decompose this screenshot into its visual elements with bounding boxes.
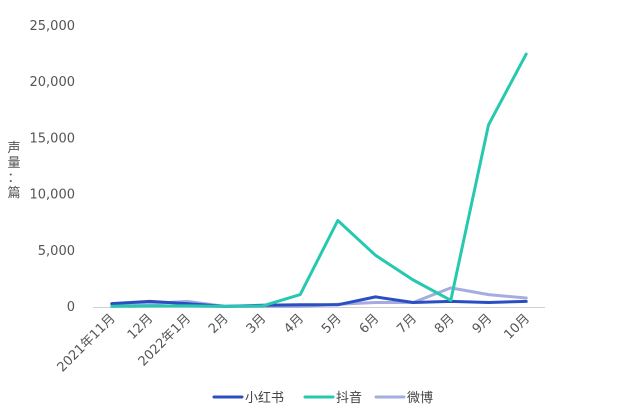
x-tick-label: 2月 [206, 311, 232, 337]
y-tick-label: 5,000 [38, 244, 75, 259]
legend-label: 微博 [407, 391, 433, 406]
x-tick-label: 4月 [281, 311, 307, 337]
legend: 小红书 抖音 微博 [212, 390, 433, 406]
legend-label: 小红书 [245, 390, 284, 406]
series-line-1 [110, 52, 528, 308]
y-axis-ticks: 0 5,000 10,000 15,000 20,000 25,000 [30, 19, 76, 315]
legend-label: 抖音 [336, 390, 362, 406]
x-tick-label: 10月 [501, 311, 532, 342]
y-tick-label: 15,000 [30, 131, 76, 146]
y-tick-label: 10,000 [30, 188, 76, 203]
x-tick-label: 7月 [394, 311, 420, 337]
x-tick-label: 8月 [432, 311, 458, 337]
y-tick-label: 25,000 [30, 19, 76, 34]
x-tick-label: 2021年11月 [55, 311, 119, 375]
y-axis-label: 声量：篇 [7, 141, 20, 201]
y-tick-label: 20,000 [30, 75, 76, 90]
series-lines [110, 52, 528, 308]
x-tick-label: 12月 [125, 311, 156, 342]
x-tick-label: 9月 [470, 311, 496, 337]
y-axis-label-group: 声量：篇 [7, 141, 20, 201]
x-tick-label: 5月 [319, 311, 345, 337]
x-tick-label: 3月 [244, 311, 270, 337]
series-line-0 [110, 295, 528, 308]
y-tick-label: 0 [67, 300, 75, 315]
x-tick-label: 6月 [357, 311, 383, 337]
